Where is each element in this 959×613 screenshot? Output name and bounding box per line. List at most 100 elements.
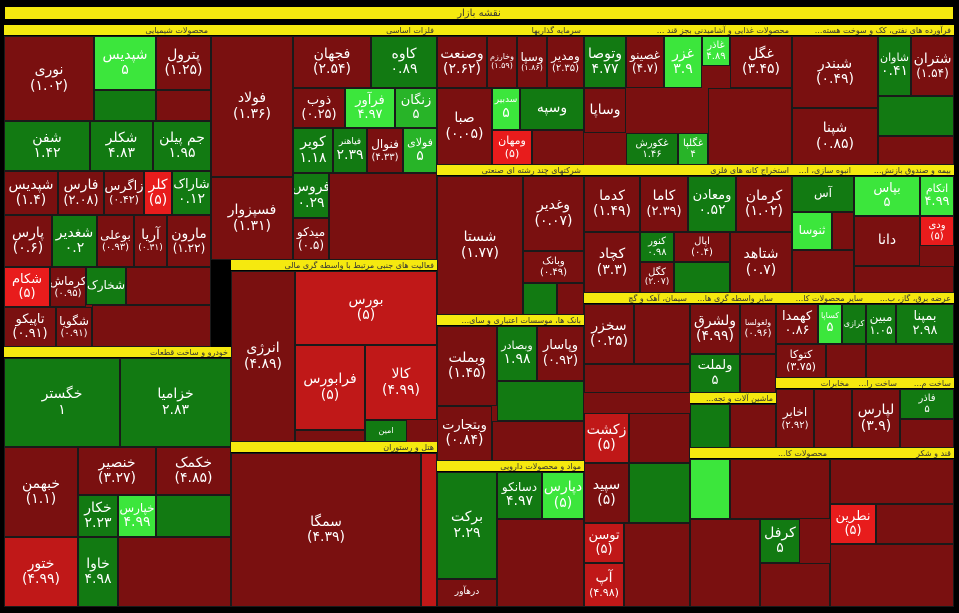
stock-tile[interactable]: شپدیس ۵	[94, 36, 156, 90]
stock-tile[interactable]: دسانکو ۴.۹۷	[497, 472, 542, 519]
stock-tile[interactable]: وساپا	[584, 88, 626, 133]
stock-tile[interactable]: آریا (۰.۳۱)	[134, 215, 167, 267]
stock-tile[interactable]: جم پیلن ۱.۹۵	[153, 121, 211, 171]
stock-tile[interactable]: مارون (۱.۲۲)	[167, 215, 211, 267]
stock-tile[interactable]: سخزر (۰.۲۵)	[584, 304, 634, 364]
stock-tile[interactable]: زکشت (۵)	[584, 413, 629, 463]
stock-tile[interactable]: شخارک	[86, 267, 126, 305]
stock-tile[interactable]: خگستر ۱	[4, 358, 120, 447]
stock-tile[interactable]: کچاد (۳.۳)	[584, 232, 640, 293]
stock-tile[interactable]: غگلپا ۴	[678, 133, 708, 165]
stock-tile[interactable]: وبانک (۰.۴۹)	[523, 251, 584, 283]
stock-tile[interactable]: فجهان (۲.۵۴)	[293, 36, 371, 88]
stock-tile[interactable]: شاوان ۰.۴۱	[878, 36, 911, 96]
stock-tile[interactable]: وصنعت (۲.۶۲)	[437, 36, 487, 88]
stock-tile[interactable]: فولاد (۱.۳۶)	[211, 36, 293, 177]
stock-tile[interactable]: ولشرق (۴.۹۹)	[690, 304, 740, 354]
stock-tile[interactable]: فیاهنر ۲.۳۹	[333, 128, 367, 173]
stock-tile[interactable]: زنگان ۵	[395, 88, 437, 128]
stock-tile[interactable]: آس	[792, 176, 854, 212]
stock-tile[interactable]	[629, 413, 690, 463]
stock-tile[interactable]: برکت ۲.۲۹	[437, 472, 497, 579]
stock-tile[interactable]: اتکام ۴.۹۹	[920, 176, 954, 216]
stock-tile[interactable]: کهمدا ۰.۸۶	[776, 304, 818, 344]
stock-tile[interactable]: ذوب (۰.۲۵)	[293, 88, 345, 128]
stock-tile[interactable]: خاوا ۴.۹۸	[78, 537, 118, 607]
stock-tile[interactable]: شغدیر ۰.۲	[52, 215, 97, 267]
stock-tile[interactable]	[740, 354, 776, 393]
stock-tile[interactable]: وپاسار (۰.۹۲)	[537, 326, 584, 381]
stock-tile[interactable]	[94, 90, 156, 121]
stock-tile[interactable]	[792, 250, 854, 293]
stock-tile[interactable]: کگل (۲.۰۷)	[640, 262, 674, 293]
stock-tile[interactable]	[878, 96, 954, 136]
stock-tile[interactable]	[878, 136, 954, 165]
stock-tile[interactable]: بوعلی (۰.۹۳)	[97, 215, 134, 267]
stock-tile[interactable]: صبا (۰.۰۵)	[437, 88, 492, 165]
stock-tile[interactable]: کرمان (۱.۰۲)	[736, 176, 792, 232]
stock-tile[interactable]: خزامیا ۲.۸۳	[120, 358, 231, 447]
stock-tile[interactable]	[876, 504, 954, 544]
stock-tile[interactable]: تاپیکو (۰.۹۱)	[4, 307, 56, 347]
stock-tile[interactable]: کرماش (۰.۹۵)	[50, 267, 86, 307]
stock-tile[interactable]: وبملت (۱.۴۵)	[437, 326, 497, 406]
stock-tile[interactable]: غزر ۳.۹	[664, 36, 702, 88]
stock-tile[interactable]: ولغولسا (۰.۹۶)	[740, 304, 776, 354]
stock-tile[interactable]	[826, 344, 866, 378]
stock-tile[interactable]	[497, 381, 584, 421]
stock-tile[interactable]: وسپا (۱.۸۶)	[517, 36, 547, 88]
stock-tile[interactable]: خکار ۲.۲۳	[78, 495, 118, 537]
stock-tile[interactable]: کلر (۵)	[144, 171, 172, 215]
stock-tile[interactable]: شفن ۱.۴۲	[4, 121, 90, 171]
stock-tile[interactable]	[814, 389, 852, 448]
stock-tile[interactable]: وتوصا ۴.۷۷	[584, 36, 626, 88]
stock-tile[interactable]: ختور (۴.۹۹)	[4, 537, 78, 607]
stock-tile[interactable]: کویر ۱.۱۸	[293, 128, 333, 173]
stock-tile[interactable]	[532, 130, 584, 165]
stock-tile[interactable]: فاذر ۵	[900, 389, 954, 419]
stock-tile[interactable]	[126, 267, 211, 305]
stock-tile[interactable]: امین	[365, 420, 407, 442]
stock-tile[interactable]	[900, 419, 954, 448]
stock-tile[interactable]	[584, 364, 690, 393]
stock-tile[interactable]: وخارزم (۱.۵۹)	[487, 36, 517, 88]
stock-tile[interactable]	[156, 90, 211, 121]
stock-tile[interactable]: خپارس ۴.۹۹	[118, 495, 156, 537]
stock-tile[interactable]: سمگا (۴.۳۹)	[231, 453, 421, 607]
stock-tile[interactable]: پارس (۰.۶)	[4, 215, 52, 267]
stock-tile[interactable]: غگل (۳.۴۵)	[730, 36, 792, 88]
stock-tile[interactable]	[118, 537, 231, 607]
stock-tile[interactable]	[854, 266, 954, 293]
stock-tile[interactable]: بمپنا ۲.۹۸	[896, 304, 954, 344]
stock-tile[interactable]: مبین ۱.۰۵	[866, 304, 896, 344]
stock-tile[interactable]: فرابورس (۵)	[295, 345, 365, 430]
stock-tile[interactable]: ومعادن ۰.۵۲	[688, 176, 736, 232]
stock-tile[interactable]	[497, 519, 584, 607]
stock-tile[interactable]	[730, 459, 830, 519]
stock-tile[interactable]: شبندر (۰.۴۹)	[792, 36, 878, 108]
stock-tile[interactable]: شتران (۱.۵۴)	[911, 36, 954, 96]
stock-tile[interactable]	[634, 304, 690, 364]
stock-tile[interactable]: وغدیر (۰.۰۷)	[523, 176, 584, 251]
stock-tile[interactable]: ومهان (۵)	[492, 130, 532, 165]
stock-tile[interactable]: اخابر (۲.۹۲)	[776, 389, 814, 448]
stock-tile[interactable]: ثنوسا	[792, 212, 832, 250]
stock-tile[interactable]	[690, 459, 730, 519]
stock-tile[interactable]: کرفل ۵	[760, 519, 800, 563]
stock-tile[interactable]: توسن (۵)	[584, 523, 624, 563]
stock-tile[interactable]: کدما (۱.۴۹)	[584, 176, 640, 232]
stock-tile[interactable]: خنصیر (۳.۲۷)	[78, 447, 156, 495]
stock-tile[interactable]: غصینو (۴.۷)	[626, 36, 664, 88]
stock-tile[interactable]	[674, 262, 730, 293]
stock-tile[interactable]	[866, 344, 954, 378]
stock-tile[interactable]: شستا (۱.۷۷)	[437, 176, 523, 315]
stock-tile[interactable]: نطرین (۵)	[830, 504, 876, 544]
stock-tile[interactable]: شگویا (۰.۹۱)	[56, 307, 92, 347]
stock-tile[interactable]: زاگرس (۰.۴۲)	[104, 171, 144, 215]
stock-tile[interactable]: کتوکا (۳.۷۵)	[776, 344, 826, 378]
stock-tile[interactable]: فنوال (۴.۳۳)	[367, 128, 403, 173]
stock-tile[interactable]: فرآور ۴.۹۷	[345, 88, 395, 128]
stock-tile[interactable]: خبهمن (۱.۱)	[4, 447, 78, 537]
stock-tile[interactable]: دپارس (۵)	[542, 472, 584, 519]
stock-tile[interactable]	[492, 421, 584, 461]
